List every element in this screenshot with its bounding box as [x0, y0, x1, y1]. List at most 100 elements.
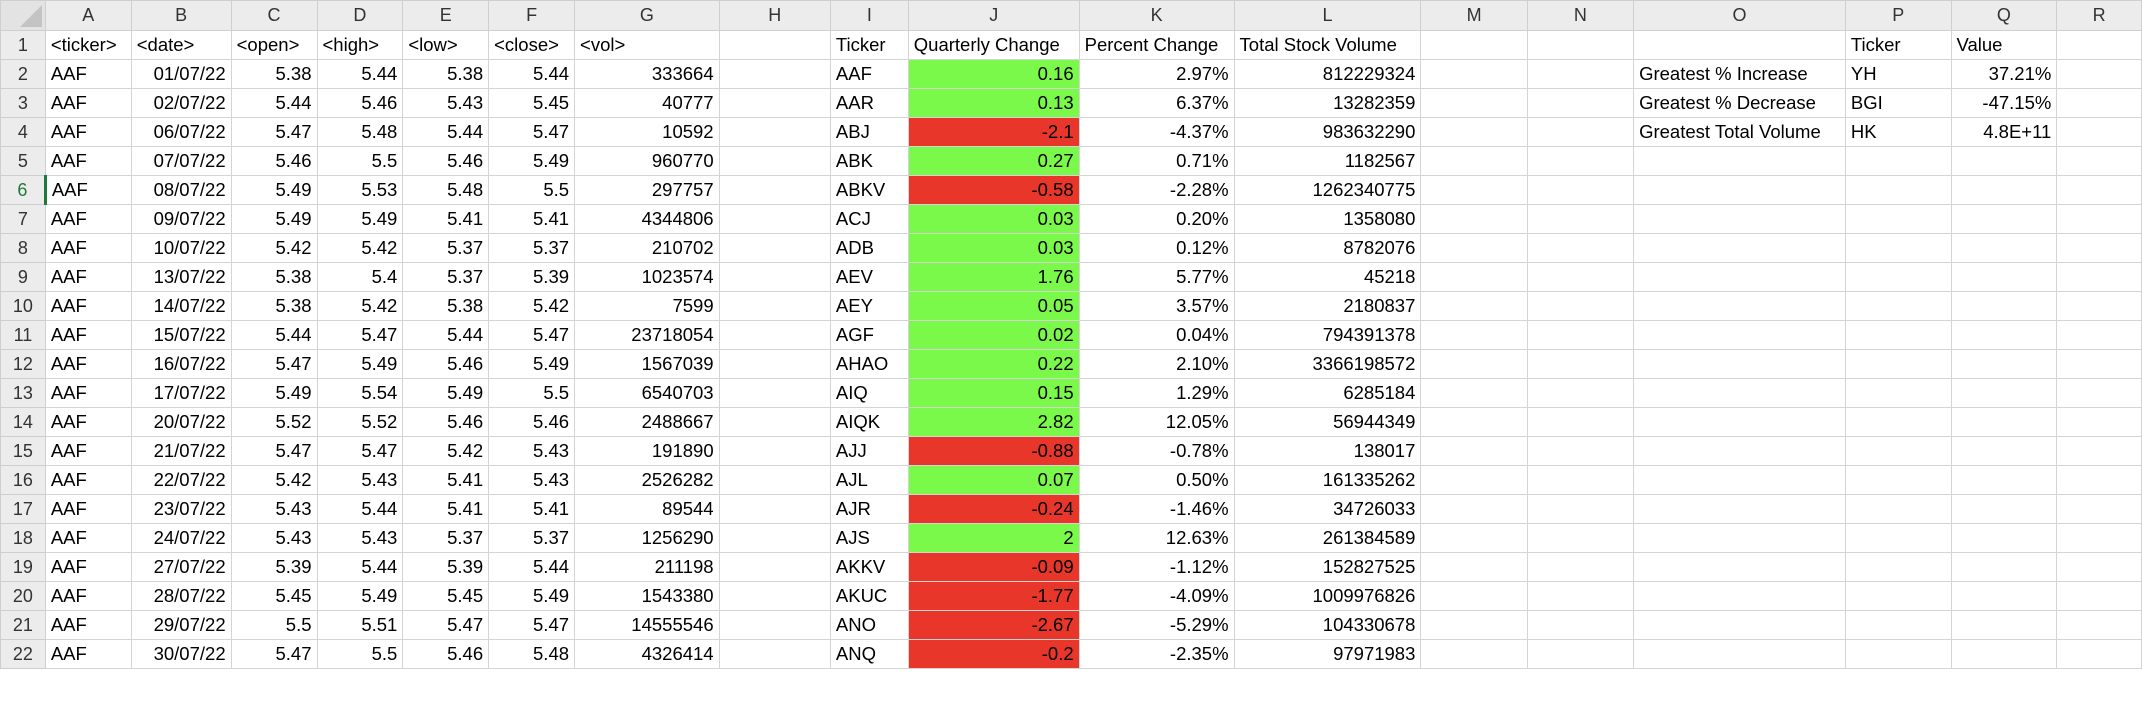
cell-i6[interactable]: ABKV — [829, 175, 909, 205]
cell-d6[interactable]: 5.53 — [316, 175, 404, 205]
column-header-n[interactable]: N — [1526, 0, 1635, 31]
cell-f2[interactable]: 5.44 — [488, 59, 576, 89]
cell-d7[interactable]: 5.49 — [316, 204, 404, 234]
cell-b7[interactable]: 09/07/22 — [130, 204, 232, 234]
cell-a19[interactable]: AAF — [44, 552, 132, 582]
cell-h13[interactable] — [718, 378, 831, 408]
cell-e12[interactable]: 5.46 — [402, 349, 490, 379]
cell-o2[interactable]: Greatest % Increase — [1633, 59, 1846, 89]
cell-f20[interactable]: 5.49 — [488, 581, 576, 611]
cell-r1[interactable] — [2056, 30, 2142, 60]
cell-f6[interactable]: 5.5 — [488, 175, 576, 205]
cell-j4[interactable]: -2.1 — [907, 117, 1080, 147]
cell-r6[interactable] — [2056, 175, 2142, 205]
cell-a12[interactable]: AAF — [44, 349, 132, 379]
cell-k20[interactable]: -4.09% — [1078, 581, 1235, 611]
cell-o18[interactable] — [1633, 523, 1846, 553]
cell-e1[interactable]: <low> — [402, 30, 490, 60]
cell-m11[interactable] — [1420, 320, 1528, 350]
row-header-9[interactable]: 9 — [0, 262, 46, 292]
cell-j20[interactable]: -1.77 — [907, 581, 1080, 611]
cell-p2[interactable]: YH — [1844, 59, 1952, 89]
column-header-e[interactable]: E — [402, 0, 490, 31]
cell-d9[interactable]: 5.4 — [316, 262, 404, 292]
cell-i19[interactable]: AKKV — [829, 552, 909, 582]
cell-a11[interactable]: AAF — [44, 320, 132, 350]
cell-i12[interactable]: AHAO — [829, 349, 909, 379]
cell-r11[interactable] — [2056, 320, 2142, 350]
cell-h10[interactable] — [718, 291, 831, 321]
row-header-1[interactable]: 1 — [0, 30, 46, 60]
cell-g10[interactable]: 7599 — [574, 291, 720, 321]
cell-l5[interactable]: 1182567 — [1233, 146, 1422, 176]
row-header-6[interactable]: 6 — [0, 175, 47, 205]
cell-l13[interactable]: 6285184 — [1233, 378, 1422, 408]
cell-j3[interactable]: 0.13 — [907, 88, 1080, 118]
cell-e15[interactable]: 5.42 — [402, 436, 490, 466]
cell-c1[interactable]: <open> — [230, 30, 318, 60]
cell-o12[interactable] — [1633, 349, 1846, 379]
cell-f4[interactable]: 5.47 — [488, 117, 576, 147]
cell-f10[interactable]: 5.42 — [488, 291, 576, 321]
cell-k10[interactable]: 3.57% — [1078, 291, 1235, 321]
cell-p22[interactable] — [1844, 639, 1952, 669]
cell-c9[interactable]: 5.38 — [230, 262, 318, 292]
cell-p9[interactable] — [1844, 262, 1952, 292]
cell-c20[interactable]: 5.45 — [230, 581, 318, 611]
row-header-4[interactable]: 4 — [0, 117, 46, 147]
cell-i20[interactable]: AKUC — [829, 581, 909, 611]
cell-b2[interactable]: 01/07/22 — [130, 59, 232, 89]
cell-m8[interactable] — [1420, 233, 1528, 263]
cell-g16[interactable]: 2526282 — [574, 465, 720, 495]
cell-a2[interactable]: AAF — [44, 59, 132, 89]
column-header-i[interactable]: I — [829, 0, 909, 31]
cell-k1[interactable]: Percent Change — [1078, 30, 1235, 60]
cell-f1[interactable]: <close> — [488, 30, 576, 60]
cell-n15[interactable] — [1526, 436, 1635, 466]
cell-p4[interactable]: HK — [1844, 117, 1952, 147]
cell-k19[interactable]: -1.12% — [1078, 552, 1235, 582]
cell-j14[interactable]: 2.82 — [907, 407, 1080, 437]
cell-m1[interactable] — [1420, 30, 1528, 60]
cell-n3[interactable] — [1526, 88, 1635, 118]
cell-b18[interactable]: 24/07/22 — [130, 523, 232, 553]
cell-l22[interactable]: 97971983 — [1233, 639, 1422, 669]
cell-h20[interactable] — [718, 581, 831, 611]
cell-i10[interactable]: AEY — [829, 291, 909, 321]
cell-j9[interactable]: 1.76 — [907, 262, 1080, 292]
cell-q19[interactable] — [1950, 552, 2058, 582]
cell-r22[interactable] — [2056, 639, 2142, 669]
column-header-p[interactable]: P — [1844, 0, 1952, 31]
cell-b16[interactable]: 22/07/22 — [130, 465, 232, 495]
cell-n22[interactable] — [1526, 639, 1635, 669]
cell-g3[interactable]: 40777 — [574, 88, 720, 118]
cell-p20[interactable] — [1844, 581, 1952, 611]
cell-k22[interactable]: -2.35% — [1078, 639, 1235, 669]
cell-b5[interactable]: 07/07/22 — [130, 146, 232, 176]
cell-n7[interactable] — [1526, 204, 1635, 234]
cell-o1[interactable] — [1633, 30, 1846, 60]
cell-d8[interactable]: 5.42 — [316, 233, 404, 263]
cell-k15[interactable]: -0.78% — [1078, 436, 1235, 466]
cell-f18[interactable]: 5.37 — [488, 523, 576, 553]
cell-e6[interactable]: 5.48 — [402, 175, 490, 205]
cell-j6[interactable]: -0.58 — [907, 175, 1080, 205]
cell-j13[interactable]: 0.15 — [907, 378, 1080, 408]
cell-e3[interactable]: 5.43 — [402, 88, 490, 118]
cell-h2[interactable] — [718, 59, 831, 89]
cell-c6[interactable]: 5.49 — [230, 175, 318, 205]
column-header-b[interactable]: B — [130, 0, 232, 31]
cell-j1[interactable]: Quarterly Change — [907, 30, 1080, 60]
cell-n8[interactable] — [1526, 233, 1635, 263]
cell-o9[interactable] — [1633, 262, 1846, 292]
cell-d3[interactable]: 5.46 — [316, 88, 404, 118]
cell-l8[interactable]: 8782076 — [1233, 233, 1422, 263]
cell-a14[interactable]: AAF — [44, 407, 132, 437]
cell-q16[interactable] — [1950, 465, 2058, 495]
cell-k17[interactable]: -1.46% — [1078, 494, 1235, 524]
cell-e13[interactable]: 5.49 — [402, 378, 490, 408]
cell-c11[interactable]: 5.44 — [230, 320, 318, 350]
cell-r17[interactable] — [2056, 494, 2142, 524]
cell-d15[interactable]: 5.47 — [316, 436, 404, 466]
row-header-15[interactable]: 15 — [0, 436, 46, 466]
